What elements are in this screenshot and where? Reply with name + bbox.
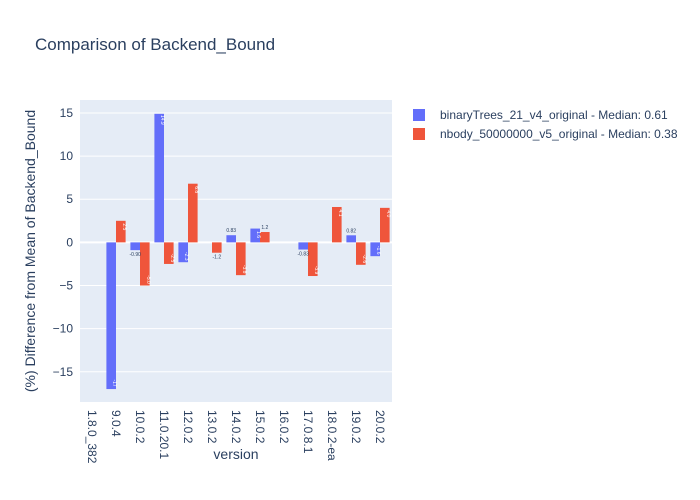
bar[interactable] xyxy=(226,235,236,243)
x-tick-label: 18.0.2-ea xyxy=(325,410,339,461)
y-axis-title: (%) Difference from Mean of Backend_Boun… xyxy=(22,110,38,392)
bar[interactable] xyxy=(332,206,342,243)
bar[interactable] xyxy=(140,242,150,286)
bar-data-label: -0.90 xyxy=(129,252,141,258)
x-tick-label: 15.0.2 xyxy=(253,410,267,444)
bar-labels: -17 -0.90 14.9 -2.3 0.83 1.6 -0.83 0.82 -1.6 2.5 -… xyxy=(111,115,391,387)
bar-data-label: -2.3 xyxy=(183,252,189,261)
x-tick-label: 14.0.2 xyxy=(229,410,243,444)
bar[interactable] xyxy=(106,242,116,390)
bar[interactable] xyxy=(212,242,222,253)
bar-data-label: 1.6 xyxy=(255,231,261,238)
bar-data-label: -17 xyxy=(111,379,117,386)
y-tick-label: 5 xyxy=(66,192,73,206)
legend[interactable]: binaryTrees_21_v4_original - Median: 0.6… xyxy=(413,108,678,141)
bar-data-label: -3.8 xyxy=(241,265,247,274)
bar[interactable] xyxy=(164,242,174,264)
bar[interactable] xyxy=(188,183,198,243)
bar-data-label: -2.6 xyxy=(361,254,367,263)
bar[interactable] xyxy=(380,207,390,243)
x-tick-label: 17.0.8.1 xyxy=(301,410,315,454)
bar[interactable] xyxy=(178,242,188,263)
bar[interactable] xyxy=(370,242,380,257)
legend-swatch[interactable] xyxy=(413,109,425,121)
x-tick-label: 1.8.0_382 xyxy=(85,410,99,464)
legend-swatch[interactable] xyxy=(413,128,425,140)
bar-data-label: -1.6 xyxy=(375,246,381,255)
x-tick-label: 16.0.2 xyxy=(277,410,291,444)
y-tick-label: −5 xyxy=(59,279,73,293)
bar-data-label: -0.83 xyxy=(297,252,309,258)
x-tick-label: 20.0.2 xyxy=(373,410,387,444)
x-tick-label: 11.0.20.1 xyxy=(157,410,171,459)
bar[interactable] xyxy=(236,242,246,276)
bar-data-label: -2.5 xyxy=(169,254,175,263)
bar-data-label: 4.0 xyxy=(385,210,391,217)
x-tick-label: 9.0.4 xyxy=(109,410,123,437)
bar[interactable] xyxy=(356,242,366,265)
bar[interactable] xyxy=(130,242,140,251)
bar[interactable] xyxy=(260,232,270,243)
y-axis-ticks: 15 10 5 0 −5 −10 −15 xyxy=(53,106,74,379)
bar-data-label: -3.9 xyxy=(313,266,319,275)
x-tick-label: 13.0.2 xyxy=(205,410,219,444)
y-tick-label: 0 xyxy=(66,235,73,249)
bar[interactable] xyxy=(116,220,126,243)
y-tick-label: 10 xyxy=(60,149,74,163)
bar-data-label: -5.0 xyxy=(145,275,151,284)
bar-data-label: 14.9 xyxy=(159,115,165,125)
bars xyxy=(106,113,390,390)
bar-data-label: -1.2 xyxy=(212,255,221,261)
x-tick-label: 10.0.2 xyxy=(133,410,147,444)
legend-entry-label[interactable]: binaryTrees_21_v4_original - Median: 0.6… xyxy=(440,108,668,122)
bar-data-label: 0.83 xyxy=(226,228,236,234)
y-tick-label: 15 xyxy=(60,106,74,120)
x-axis-ticks: 1.8.0_382 9.0.4 10.0.2 11.0.20.1 12.0.2 13.0.… xyxy=(85,410,387,464)
legend-entry-label[interactable]: nbody_50000000_v5_original - Median: 0.3… xyxy=(440,127,678,141)
x-tick-label: 12.0.2 xyxy=(181,410,195,444)
bar-data-label: 1.2 xyxy=(261,225,268,231)
bar-data-label: 6.8 xyxy=(193,186,199,193)
bar-data-label: 4.1 xyxy=(337,210,343,217)
bar-data-label: 0.82 xyxy=(346,228,356,234)
x-tick-label: 19.0.2 xyxy=(349,410,363,444)
bar-data-label: 2.5 xyxy=(121,223,127,230)
bar[interactable] xyxy=(346,235,356,243)
x-axis-title: version xyxy=(213,446,258,462)
y-tick-label: −15 xyxy=(53,365,74,379)
bar[interactable] xyxy=(250,228,260,243)
bar[interactable] xyxy=(308,242,318,277)
y-tick-label: −10 xyxy=(53,322,74,336)
bar[interactable] xyxy=(298,242,308,250)
bar[interactable] xyxy=(154,113,164,243)
chart-title: Comparison of Backend_Bound xyxy=(35,35,275,54)
